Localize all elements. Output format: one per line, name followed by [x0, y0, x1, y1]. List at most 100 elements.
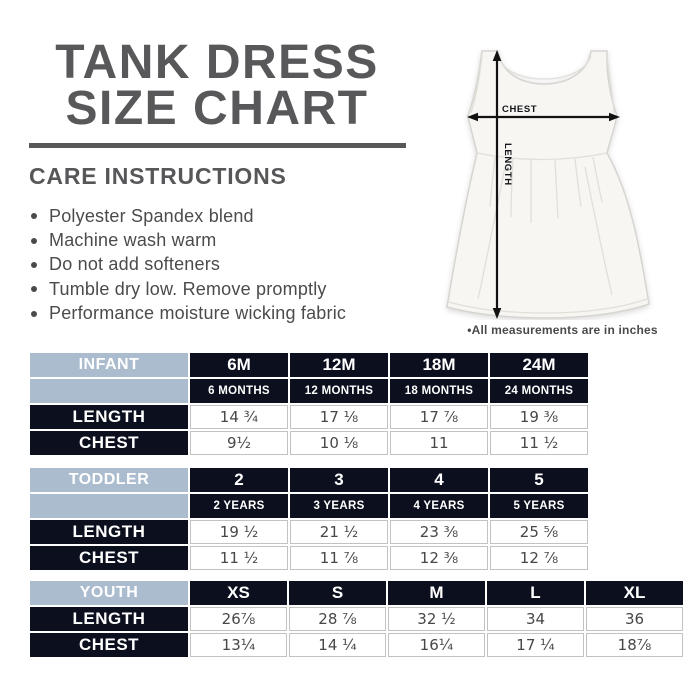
size-column-header: 18M: [390, 353, 488, 377]
size-value-cell: 14 ¾: [190, 405, 288, 429]
care-item-text: Tumble dry low. Remove promptly: [49, 278, 327, 299]
table-header-row: TODDLER 2 3 4 5: [30, 468, 588, 492]
size-value-cell: 12 ⅞: [490, 546, 588, 570]
size-column-header: 24M: [490, 353, 588, 377]
table-row-length: LENGTH 14 ¾ 17 ⅛ 17 ⅞ 19 ⅜: [30, 405, 588, 429]
youth-size-table: YOUTH XS S M L XL LENGTH 26⅞ 28 ⅞ 32 ½ 3…: [28, 579, 685, 659]
size-value-cell: 11: [390, 431, 488, 455]
care-item-text: Do not add softeners: [49, 254, 221, 275]
size-value-cell: 23 ⅜: [390, 520, 488, 544]
size-value-cell: 26⅞: [190, 607, 287, 631]
toddler-size-table: TODDLER 2 3 4 5 2 YEARS 3 YEARS 4 YEARS …: [28, 466, 590, 572]
dress-outline: [446, 50, 650, 319]
row-label: LENGTH: [30, 607, 188, 631]
row-label: LENGTH: [30, 405, 188, 429]
care-list-item: Do not add softeners: [31, 253, 346, 277]
measurement-note: •All measurements are in inches: [467, 323, 658, 337]
size-subcolumn-header: 6 MONTHS: [190, 379, 288, 403]
row-label: CHEST: [30, 546, 188, 570]
size-column-header: 12M: [290, 353, 388, 377]
size-value-cell: 21 ½: [290, 520, 388, 544]
group-label-spacer: [30, 494, 188, 518]
length-label: LENGTH: [502, 143, 513, 186]
size-subcolumn-header: 2 YEARS: [190, 494, 288, 518]
group-label-youth: YOUTH: [30, 581, 188, 605]
care-list-item: Performance moisture wicking fabric: [31, 302, 346, 326]
bullet-dot-icon: [31, 286, 37, 293]
size-subcolumn-header: 3 YEARS: [290, 494, 388, 518]
table-row-chest: CHEST 13¼ 14 ¼ 16¼ 17 ¼ 18⅞: [30, 633, 683, 657]
size-subcolumn-header: 4 YEARS: [390, 494, 488, 518]
size-column-header: XL: [586, 581, 683, 605]
size-subcolumn-header: 12 MONTHS: [290, 379, 388, 403]
table-row-chest: CHEST 9½ 10 ⅛ 11 11 ½: [30, 431, 588, 455]
care-list-item: Polyester Spandex blend: [31, 204, 346, 228]
size-column-header: 5: [490, 468, 588, 492]
table-subheader-row: 2 YEARS 3 YEARS 4 YEARS 5 YEARS: [30, 494, 588, 518]
size-subcolumn-header: 24 MONTHS: [490, 379, 588, 403]
size-value-cell: 9½: [190, 431, 288, 455]
size-value-cell: 19 ⅜: [490, 405, 588, 429]
dress-fold-lines: [448, 54, 648, 314]
size-value-cell: 11 ½: [490, 431, 588, 455]
size-column-header: XS: [190, 581, 287, 605]
size-value-cell: 12 ⅜: [390, 546, 488, 570]
chest-arrow: [467, 112, 620, 122]
dress-diagram: CHEST LENGTH •All measurements are in in…: [435, 15, 690, 337]
size-value-cell: 36: [586, 607, 683, 631]
bullet-dot-icon: [31, 310, 37, 317]
size-column-header: 3: [290, 468, 388, 492]
size-column-header: 2: [190, 468, 288, 492]
chest-label: CHEST: [502, 104, 537, 115]
table-header-row: YOUTH XS S M L XL: [30, 581, 683, 605]
row-label: LENGTH: [30, 520, 188, 544]
size-column-header: 6M: [190, 353, 288, 377]
size-subcolumn-header: 18 MONTHS: [390, 379, 488, 403]
care-list-item: Tumble dry low. Remove promptly: [31, 277, 346, 301]
table-row-chest: CHEST 11 ½ 11 ⅞ 12 ⅜ 12 ⅞: [30, 546, 588, 570]
care-instructions-heading: CARE INSTRUCTIONS: [29, 163, 287, 189]
size-column-header: M: [388, 581, 485, 605]
size-value-cell: 17 ¼: [487, 633, 584, 657]
size-value-cell: 16¼: [388, 633, 485, 657]
size-column-header: L: [487, 581, 584, 605]
size-value-cell: 11 ½: [190, 546, 288, 570]
size-value-cell: 19 ½: [190, 520, 288, 544]
size-tables: INFANT 6M 12M 18M 24M 6 MONTHS 12 MONTHS…: [28, 351, 685, 659]
group-label-infant: INFANT: [30, 353, 188, 377]
group-label-toddler: TODDLER: [30, 468, 188, 492]
table-row-length: LENGTH 26⅞ 28 ⅞ 32 ½ 34 36: [30, 607, 683, 631]
title-divider: [29, 143, 406, 148]
dress-graphic: CHEST LENGTH: [446, 50, 650, 319]
size-subcolumn-header: 5 YEARS: [490, 494, 588, 518]
page-title: TANK DRESS SIZE CHART: [26, 36, 408, 133]
row-label: CHEST: [30, 431, 188, 455]
row-label: CHEST: [30, 633, 188, 657]
size-value-cell: 17 ⅛: [290, 405, 388, 429]
care-item-text: Performance moisture wicking fabric: [49, 303, 347, 324]
size-value-cell: 25 ⅝: [490, 520, 588, 544]
size-value-cell: 17 ⅞: [390, 405, 488, 429]
size-value-cell: 28 ⅞: [289, 607, 386, 631]
table-row-length: LENGTH 19 ½ 21 ½ 23 ⅜ 25 ⅝: [30, 520, 588, 544]
size-value-cell: 32 ½: [388, 607, 485, 631]
size-value-cell: 14 ¼: [289, 633, 386, 657]
size-value-cell: 18⅞: [586, 633, 683, 657]
care-item-text: Machine wash warm: [49, 230, 217, 251]
size-value-cell: 11 ⅞: [290, 546, 388, 570]
length-arrow: [492, 50, 502, 319]
size-column-header: 4: [390, 468, 488, 492]
bullet-dot-icon: [31, 261, 37, 268]
size-value-cell: 34: [487, 607, 584, 631]
care-list-item: Machine wash warm: [31, 228, 346, 252]
table-subheader-row: 6 MONTHS 12 MONTHS 18 MONTHS 24 MONTHS: [30, 379, 588, 403]
infant-size-table: INFANT 6M 12M 18M 24M 6 MONTHS 12 MONTHS…: [28, 351, 590, 457]
care-item-text: Polyester Spandex blend: [49, 205, 254, 226]
page-title-line1: TANK DRESS: [55, 36, 379, 89]
size-value-cell: 10 ⅛: [290, 431, 388, 455]
size-value-cell: 13¼: [190, 633, 287, 657]
group-label-spacer: [30, 379, 188, 403]
bullet-dot-icon: [31, 237, 37, 244]
care-instructions-list: Polyester Spandex blend Machine wash war…: [31, 204, 346, 326]
